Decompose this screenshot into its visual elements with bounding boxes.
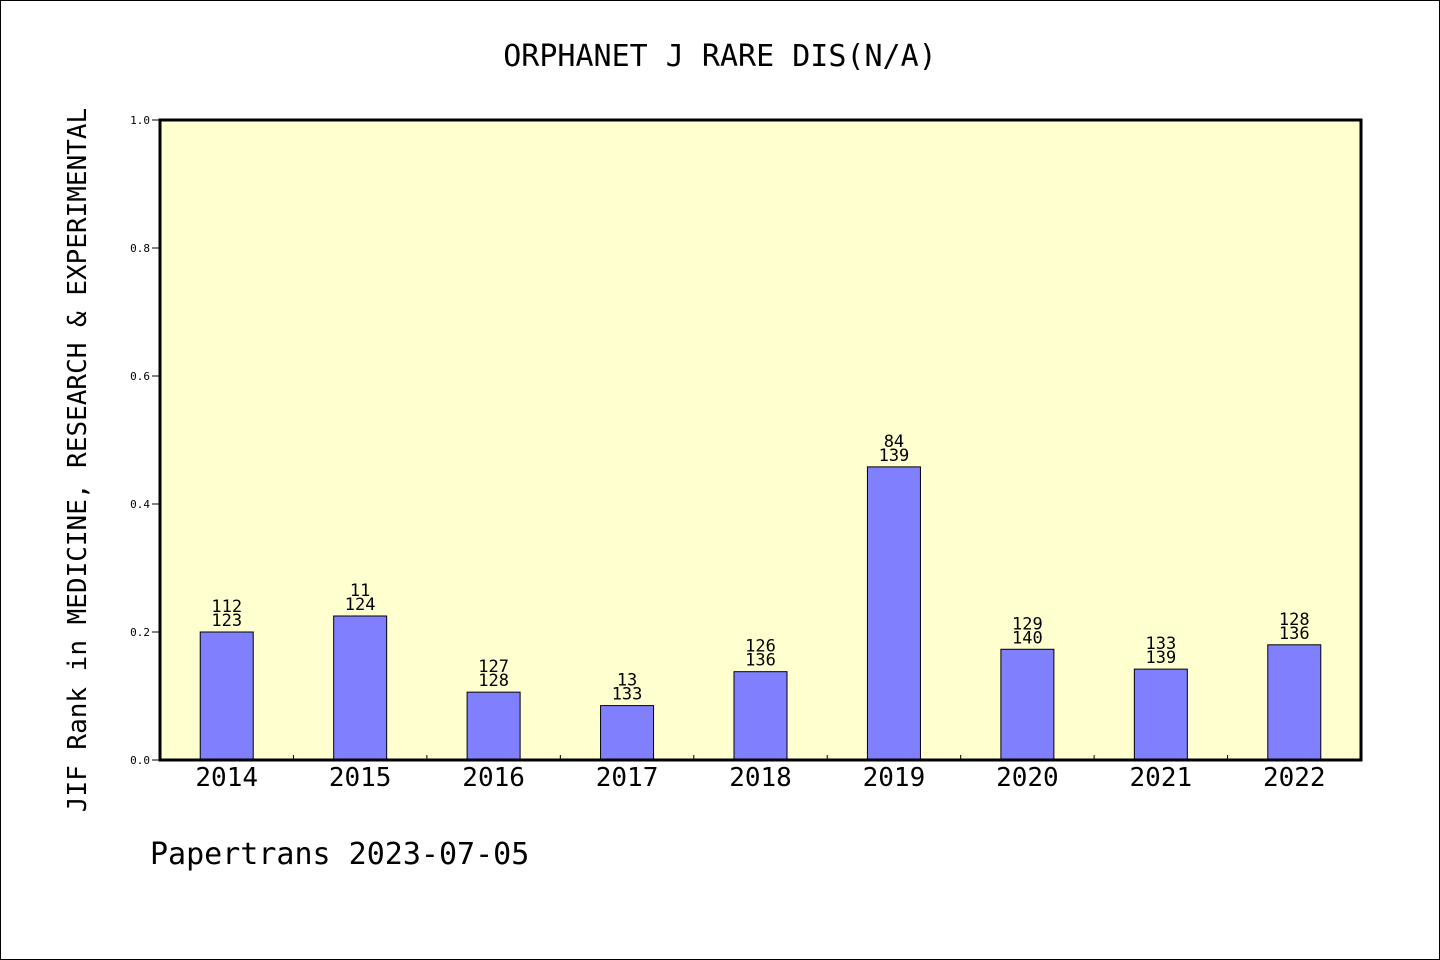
footer-credit: Papertrans 2023-07-05 — [150, 837, 529, 872]
data-label-2014-1: 123 — [211, 611, 242, 631]
data-label-2015-1: 124 — [345, 595, 376, 615]
bar-2017 — [600, 705, 655, 761]
x-tick-label-2022: 2022 — [1263, 763, 1326, 793]
data-label-2021-1: 139 — [1145, 648, 1176, 668]
x-tick-label-2020: 2020 — [996, 763, 1059, 793]
x-tick-label-2018: 2018 — [729, 763, 792, 793]
data-label-2022-1: 136 — [1279, 624, 1310, 644]
x-tick-label-2015: 2015 — [329, 763, 392, 793]
data-label-2020-1: 140 — [1012, 628, 1043, 648]
data-label-2019-0: 84 — [884, 432, 904, 452]
x-tick-label-2014: 2014 — [195, 763, 258, 793]
y-tick-label-5: 1.0 — [130, 114, 150, 127]
data-label-2016-0: 127 — [478, 657, 509, 677]
x-tick-label-2019: 2019 — [863, 763, 926, 793]
x-tick-label-2017: 2017 — [596, 763, 659, 793]
y-tick-label-4: 0.8 — [130, 242, 150, 255]
y-tick-label-0: 0.0 — [130, 754, 150, 767]
bar-2018 — [733, 671, 788, 761]
data-label-2015-0: 11 — [350, 581, 370, 601]
bar-2021 — [1133, 668, 1188, 761]
data-label-2022-0: 128 — [1279, 610, 1310, 630]
bar-2022 — [1267, 644, 1322, 761]
data-label-2017-0: 13 — [617, 671, 637, 691]
data-label-2018-0: 126 — [745, 637, 776, 657]
y-axis-label: JIF Rank in MEDICINE, RESEARCH & EXPERIM… — [63, 108, 93, 812]
data-label-2017-1: 133 — [612, 685, 643, 705]
plot-frame — [158, 118, 1363, 762]
data-label-2014-0: 112 — [211, 597, 242, 617]
data-label-2016-1: 128 — [478, 671, 509, 691]
data-label-2021-0: 133 — [1145, 634, 1176, 654]
x-axis: 2014 2015 2016 2017 2018 2019 2020 2021 2022 — [195, 755, 1326, 793]
bar-2014 — [199, 631, 254, 761]
data-label-2019-1: 139 — [879, 446, 910, 466]
bar-2015 — [333, 615, 388, 761]
y-axis: 0.0 0.2 0.4 0.6 0.8 1.0 — [130, 114, 160, 767]
bars-group — [199, 466, 1322, 761]
data-label-2018-1: 136 — [745, 651, 776, 671]
bar-2020 — [1000, 648, 1055, 761]
y-tick-label-1: 0.2 — [130, 626, 150, 639]
bar-2016 — [466, 691, 521, 761]
x-tick-label-2021: 2021 — [1130, 763, 1193, 793]
data-label-2020-0: 129 — [1012, 614, 1043, 634]
bar-2019 — [866, 466, 921, 761]
y-tick-label-2: 0.4 — [130, 498, 150, 511]
y-tick-label-3: 0.6 — [130, 370, 150, 383]
chart-title: ORPHANET J RARE DIS(N/A) — [503, 39, 936, 74]
x-tick-label-2016: 2016 — [462, 763, 525, 793]
